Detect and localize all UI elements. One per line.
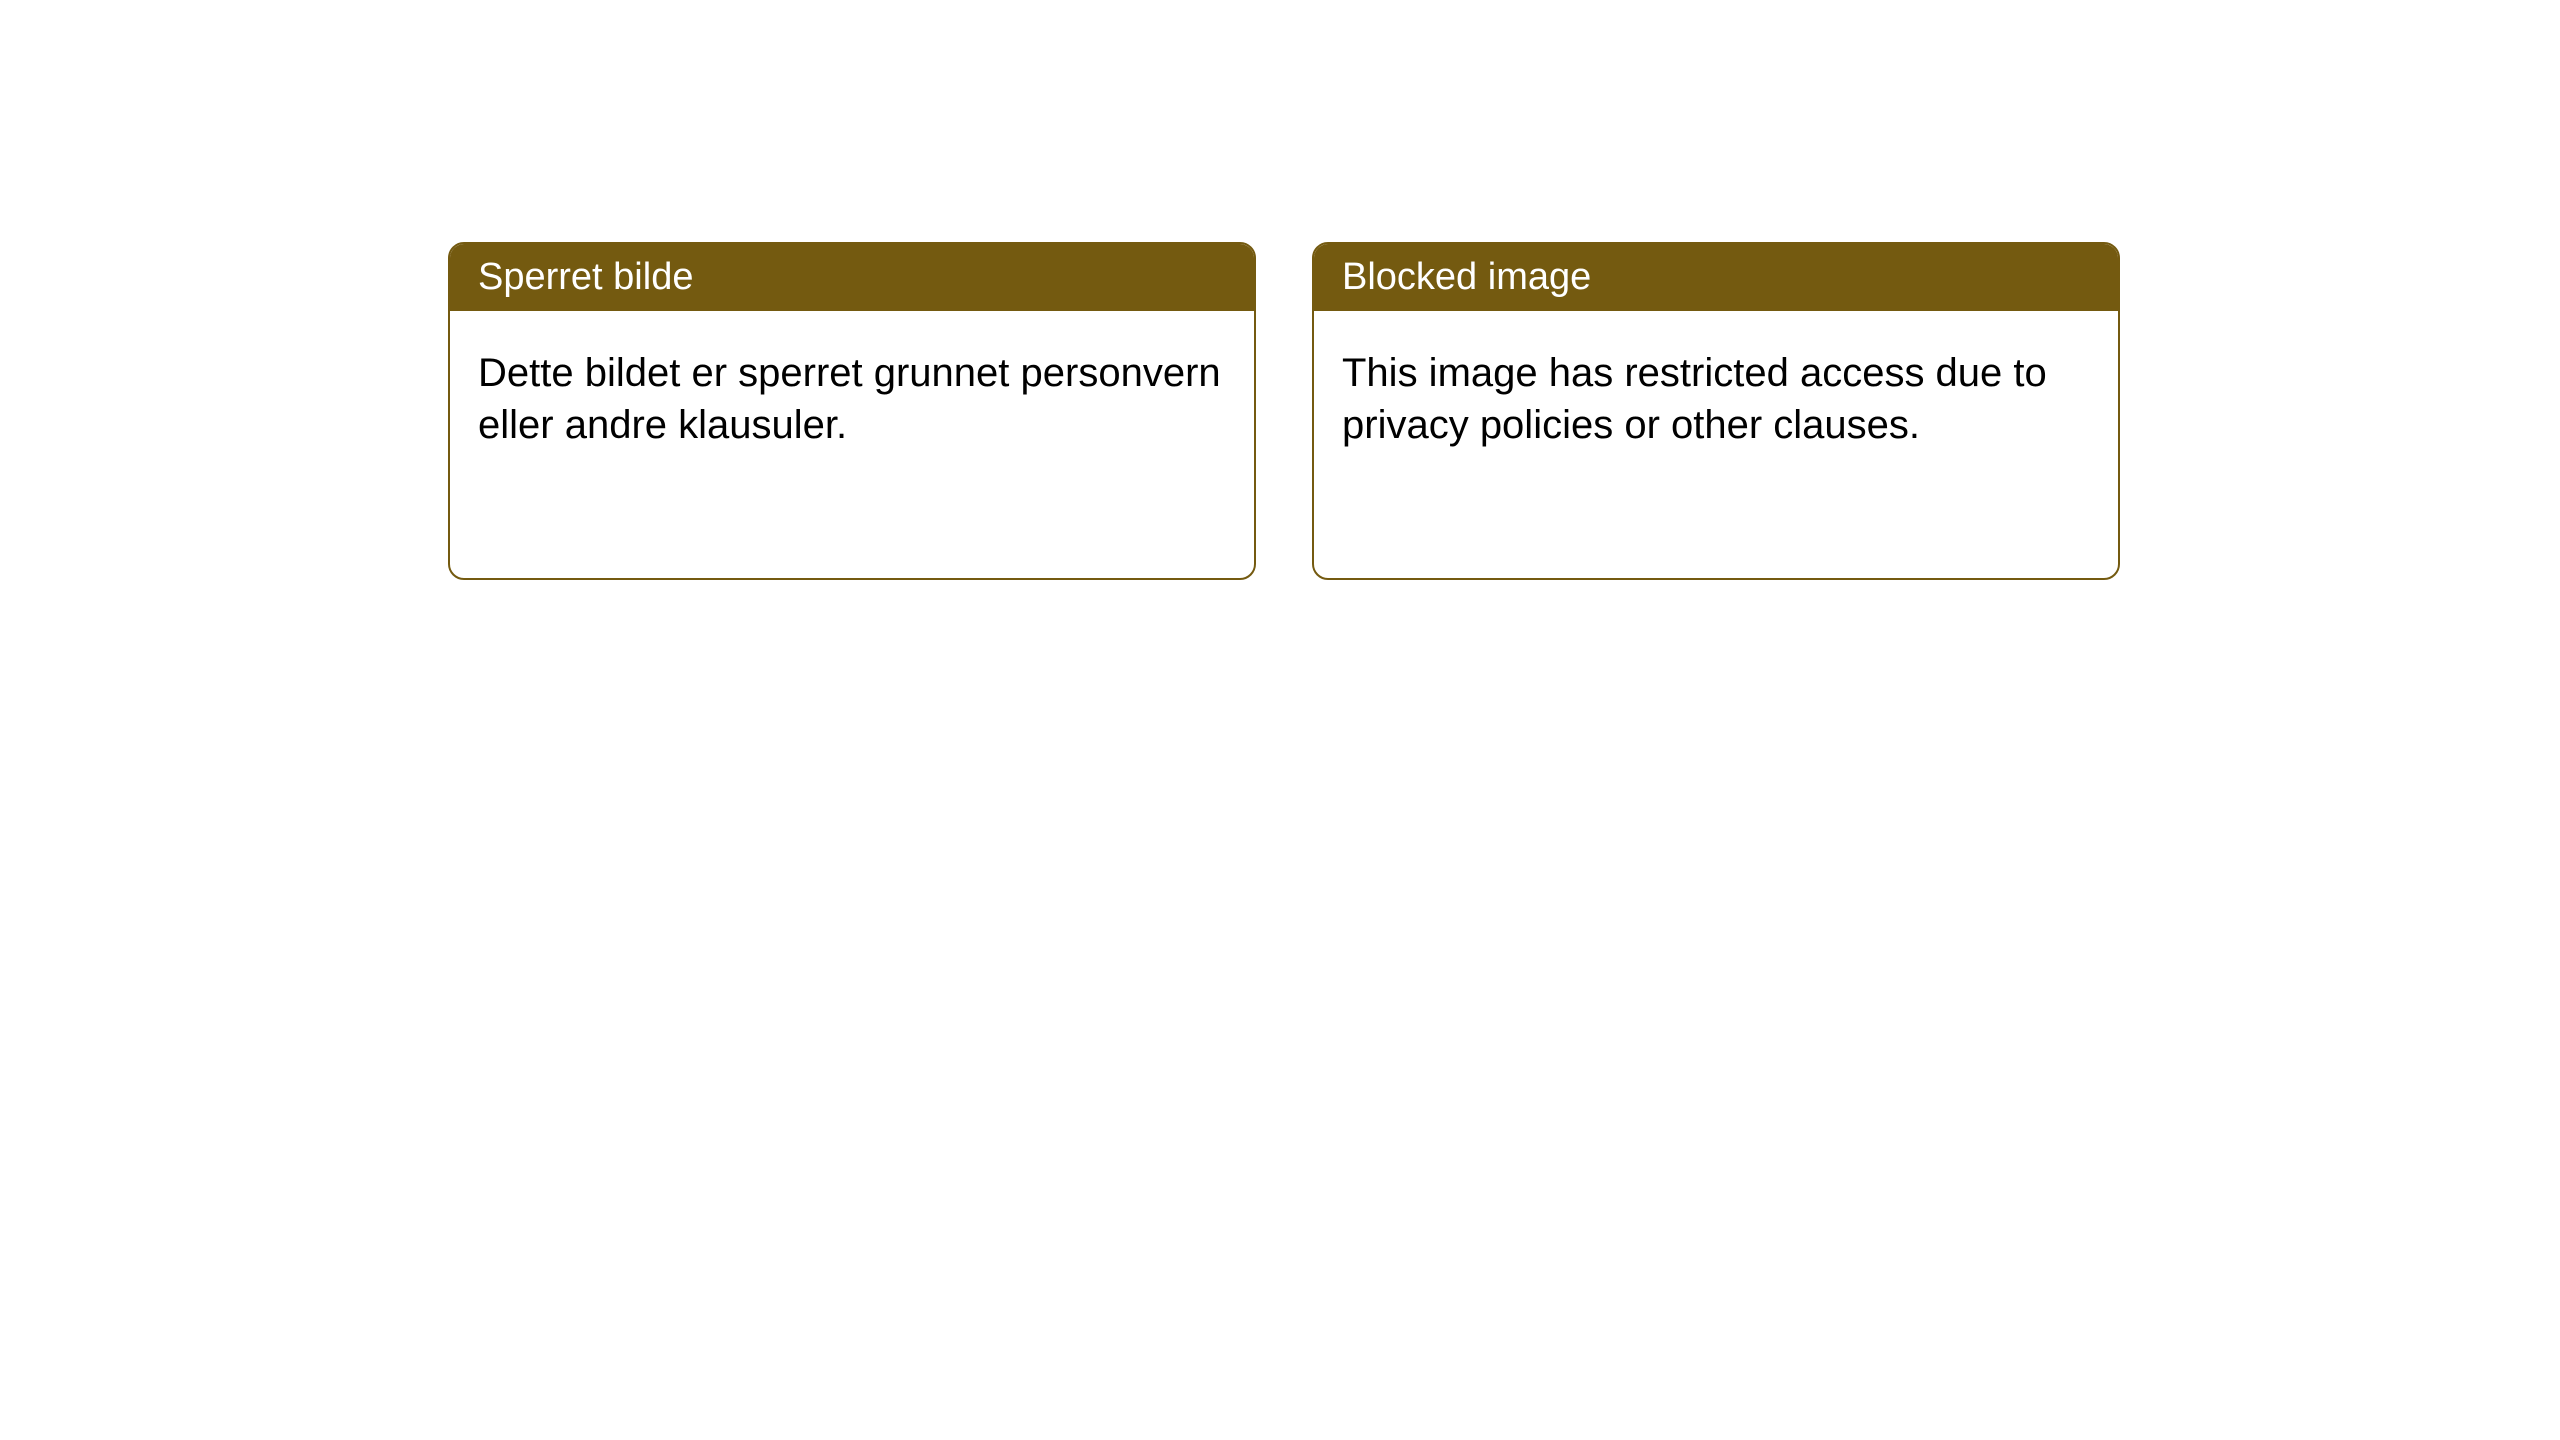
notice-header-text: Sperret bilde bbox=[478, 256, 693, 298]
notice-card-norwegian: Sperret bilde Dette bildet er sperret gr… bbox=[448, 242, 1256, 580]
notice-body: Dette bildet er sperret grunnet personve… bbox=[450, 311, 1254, 487]
notice-header: Blocked image bbox=[1314, 244, 2118, 311]
notice-body: This image has restricted access due to … bbox=[1314, 311, 2118, 487]
notice-body-text: Dette bildet er sperret grunnet personve… bbox=[478, 351, 1221, 447]
notice-body-text: This image has restricted access due to … bbox=[1342, 351, 2047, 447]
notice-header-text: Blocked image bbox=[1342, 256, 1591, 298]
notice-header: Sperret bilde bbox=[450, 244, 1254, 311]
notice-card-english: Blocked image This image has restricted … bbox=[1312, 242, 2120, 580]
notice-container: Sperret bilde Dette bildet er sperret gr… bbox=[0, 0, 2560, 580]
